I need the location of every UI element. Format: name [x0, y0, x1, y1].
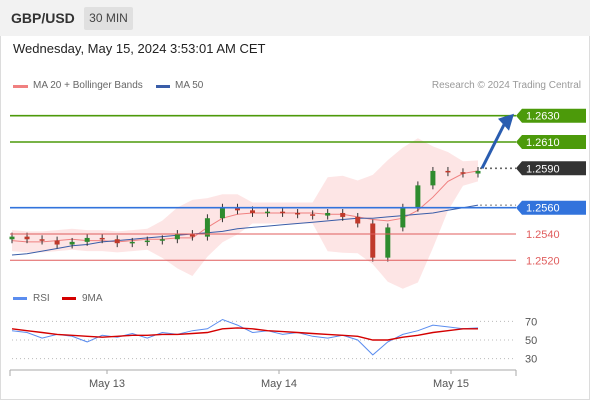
level-tag-pivot: [516, 200, 586, 215]
research-credit: Research © 2024 Trading Central: [431, 80, 581, 91]
candle-body: [189, 234, 195, 237]
candle-body: [355, 216, 361, 224]
level-tag-current: [516, 161, 586, 176]
level-label-resistance: 1.2630: [526, 111, 560, 123]
forecast-arrow-head: [498, 113, 514, 131]
candle-body: [9, 236, 15, 240]
forecast-arrow-shaft: [480, 124, 506, 169]
candle-body: [370, 223, 376, 258]
symbol-title: GBP/USD: [11, 10, 75, 26]
rsi-ma-line: [11, 327, 478, 341]
candle-body: [460, 172, 466, 174]
candle-body: [250, 210, 256, 213]
candle-body: [54, 240, 60, 245]
candle-body: [475, 170, 481, 174]
time-axis-label: May 13: [89, 378, 125, 390]
level-tag-resistance: [516, 108, 586, 123]
ma50-line: [11, 204, 479, 256]
candle-body: [99, 237, 105, 240]
level-label-support: 1.2520: [526, 255, 560, 267]
candle-body: [430, 170, 436, 186]
chart-header: GBP/USD 30 MIN: [0, 0, 590, 36]
candle-body: [114, 239, 120, 244]
candle-body: [295, 212, 301, 215]
level-label-pivot: 1.2560: [526, 203, 560, 215]
candle-body: [234, 207, 240, 211]
level-label-resistance: 1.2610: [526, 137, 560, 149]
timeframe-button[interactable]: 30 MIN: [84, 7, 133, 30]
rsi-tick-label: 30: [525, 354, 537, 366]
level-label-support: 1.2540: [526, 229, 560, 241]
candle-body: [204, 218, 210, 237]
candle-body: [310, 214, 316, 216]
level-tag-resistance: [516, 135, 586, 149]
candle-body: [174, 234, 180, 240]
bollinger-legend-label: MA 20 + Bollinger Bands: [33, 80, 143, 91]
candle-body: [39, 239, 45, 241]
ma50-legend-swatch: [156, 85, 170, 88]
time-axis-label: May 14: [261, 378, 297, 390]
rsi-tick-label: 70: [525, 316, 537, 328]
candle-body: [400, 207, 406, 228]
candle-body: [415, 185, 421, 208]
candle-body: [159, 239, 165, 241]
candle-body: [280, 211, 286, 214]
candle-body: [69, 241, 75, 245]
candle-body: [325, 212, 331, 216]
candle-body: [219, 207, 225, 219]
bollinger-legend-swatch: [13, 85, 28, 88]
chart-datetime: Wednesday, May 15, 2024 3:53:01 AM CET: [13, 41, 266, 56]
candle-body: [144, 240, 150, 243]
rsi-legend-swatch: [13, 297, 27, 300]
candle-body: [445, 170, 451, 173]
candle-body: [24, 236, 30, 240]
candle-body: [340, 212, 346, 217]
candle-body: [385, 227, 391, 258]
ma9-legend-label: 9MA: [82, 293, 103, 304]
candle-body: [265, 211, 271, 214]
time-axis-label: May 15: [433, 378, 469, 390]
candle-body: [84, 237, 90, 242]
candle-body: [129, 241, 135, 244]
rsi-legend-label: RSI: [33, 293, 50, 304]
ma9-legend-swatch: [62, 297, 76, 300]
rsi-tick-label: 50: [525, 335, 537, 347]
ma50-legend-label: MA 50: [175, 80, 204, 91]
level-label-current: 1.2590: [526, 163, 560, 175]
ma20-line: [11, 170, 479, 243]
